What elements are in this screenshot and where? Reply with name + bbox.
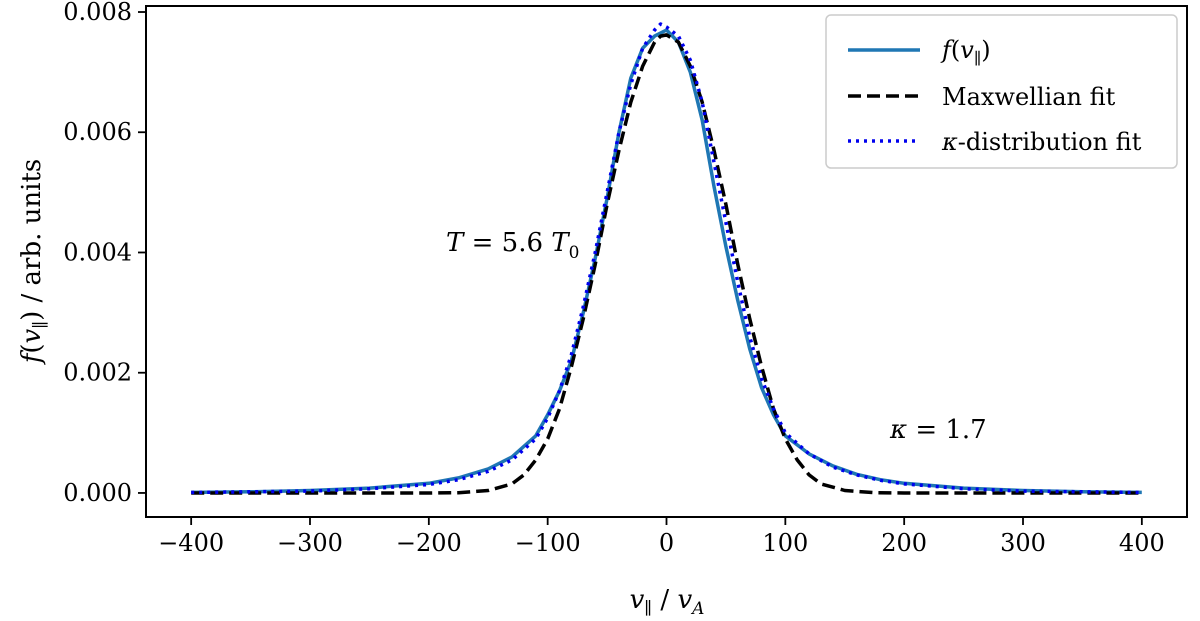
x-tick-label: 300 — [1000, 529, 1046, 557]
series-line-f — [191, 28, 1142, 495]
legend-label-kappa: κ-distribution fit — [941, 128, 1142, 156]
x-tick-label: −400 — [158, 529, 224, 557]
y-tick-label: 0.002 — [63, 359, 132, 387]
y-tick-label: 0.008 — [63, 0, 132, 26]
legend-box — [825, 14, 1178, 169]
legend: f(v∥) Maxwellian fit κ-distribution fit — [825, 14, 1178, 169]
x-tick-label: −300 — [277, 529, 343, 557]
x-axis-label: v∥ / vA — [630, 585, 705, 619]
y-axis-ticks: 0.000 0.002 0.004 0.006 0.008 — [63, 0, 146, 507]
legend-label-maxwellian: Maxwellian fit — [942, 83, 1116, 111]
kappa-annotation: κ = 1.7 — [889, 415, 987, 445]
y-axis-label: f(v∥) / arb. units — [17, 159, 51, 365]
y-tick-label: 0.006 — [63, 118, 132, 146]
x-axis-ticks: −400 −300 −200 −100 0 100 200 300 400 — [158, 517, 1165, 557]
x-tick-label: 400 — [1119, 529, 1165, 557]
x-tick-label: 200 — [881, 529, 927, 557]
y-tick-label: 0.004 — [63, 238, 132, 266]
x-tick-label: −200 — [396, 529, 462, 557]
temperature-annotation: T = 5.6 T0 — [446, 228, 579, 263]
legend-label-f: f(v∥) — [940, 36, 991, 68]
x-tick-label: 0 — [659, 529, 674, 557]
x-tick-label: −100 — [515, 529, 581, 557]
series-lines — [191, 22, 1142, 495]
series-line-maxwellian — [191, 33, 1142, 495]
x-tick-label: 100 — [762, 529, 808, 557]
y-tick-label: 0.000 — [63, 479, 132, 507]
